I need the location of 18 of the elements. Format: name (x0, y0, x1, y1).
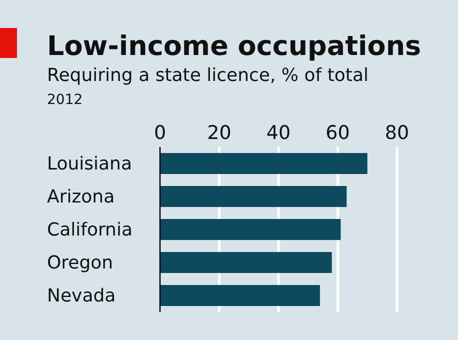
bar (160, 152, 368, 174)
bar (160, 218, 341, 240)
bar (160, 284, 320, 306)
x-tick-label: 20 (207, 122, 232, 144)
chart-title: Low-income occupations (47, 31, 422, 62)
bar (160, 252, 332, 273)
x-tick-label: 0 (154, 122, 166, 144)
y-tick-label: Nevada (47, 286, 116, 306)
x-tick-label: 40 (266, 122, 291, 144)
y-tick-label: California (47, 220, 132, 240)
y-tick-label: Louisiana (47, 154, 132, 174)
bar (160, 186, 347, 207)
x-tick-label: 60 (326, 122, 350, 144)
y-tick-label: Arizona (47, 186, 115, 208)
chart-subtitle: Requiring a state licence, % of total (47, 65, 368, 86)
y-tick-label: Oregon (47, 252, 114, 274)
text: 2012 (47, 92, 83, 108)
x-tick-label: 80 (384, 122, 410, 144)
